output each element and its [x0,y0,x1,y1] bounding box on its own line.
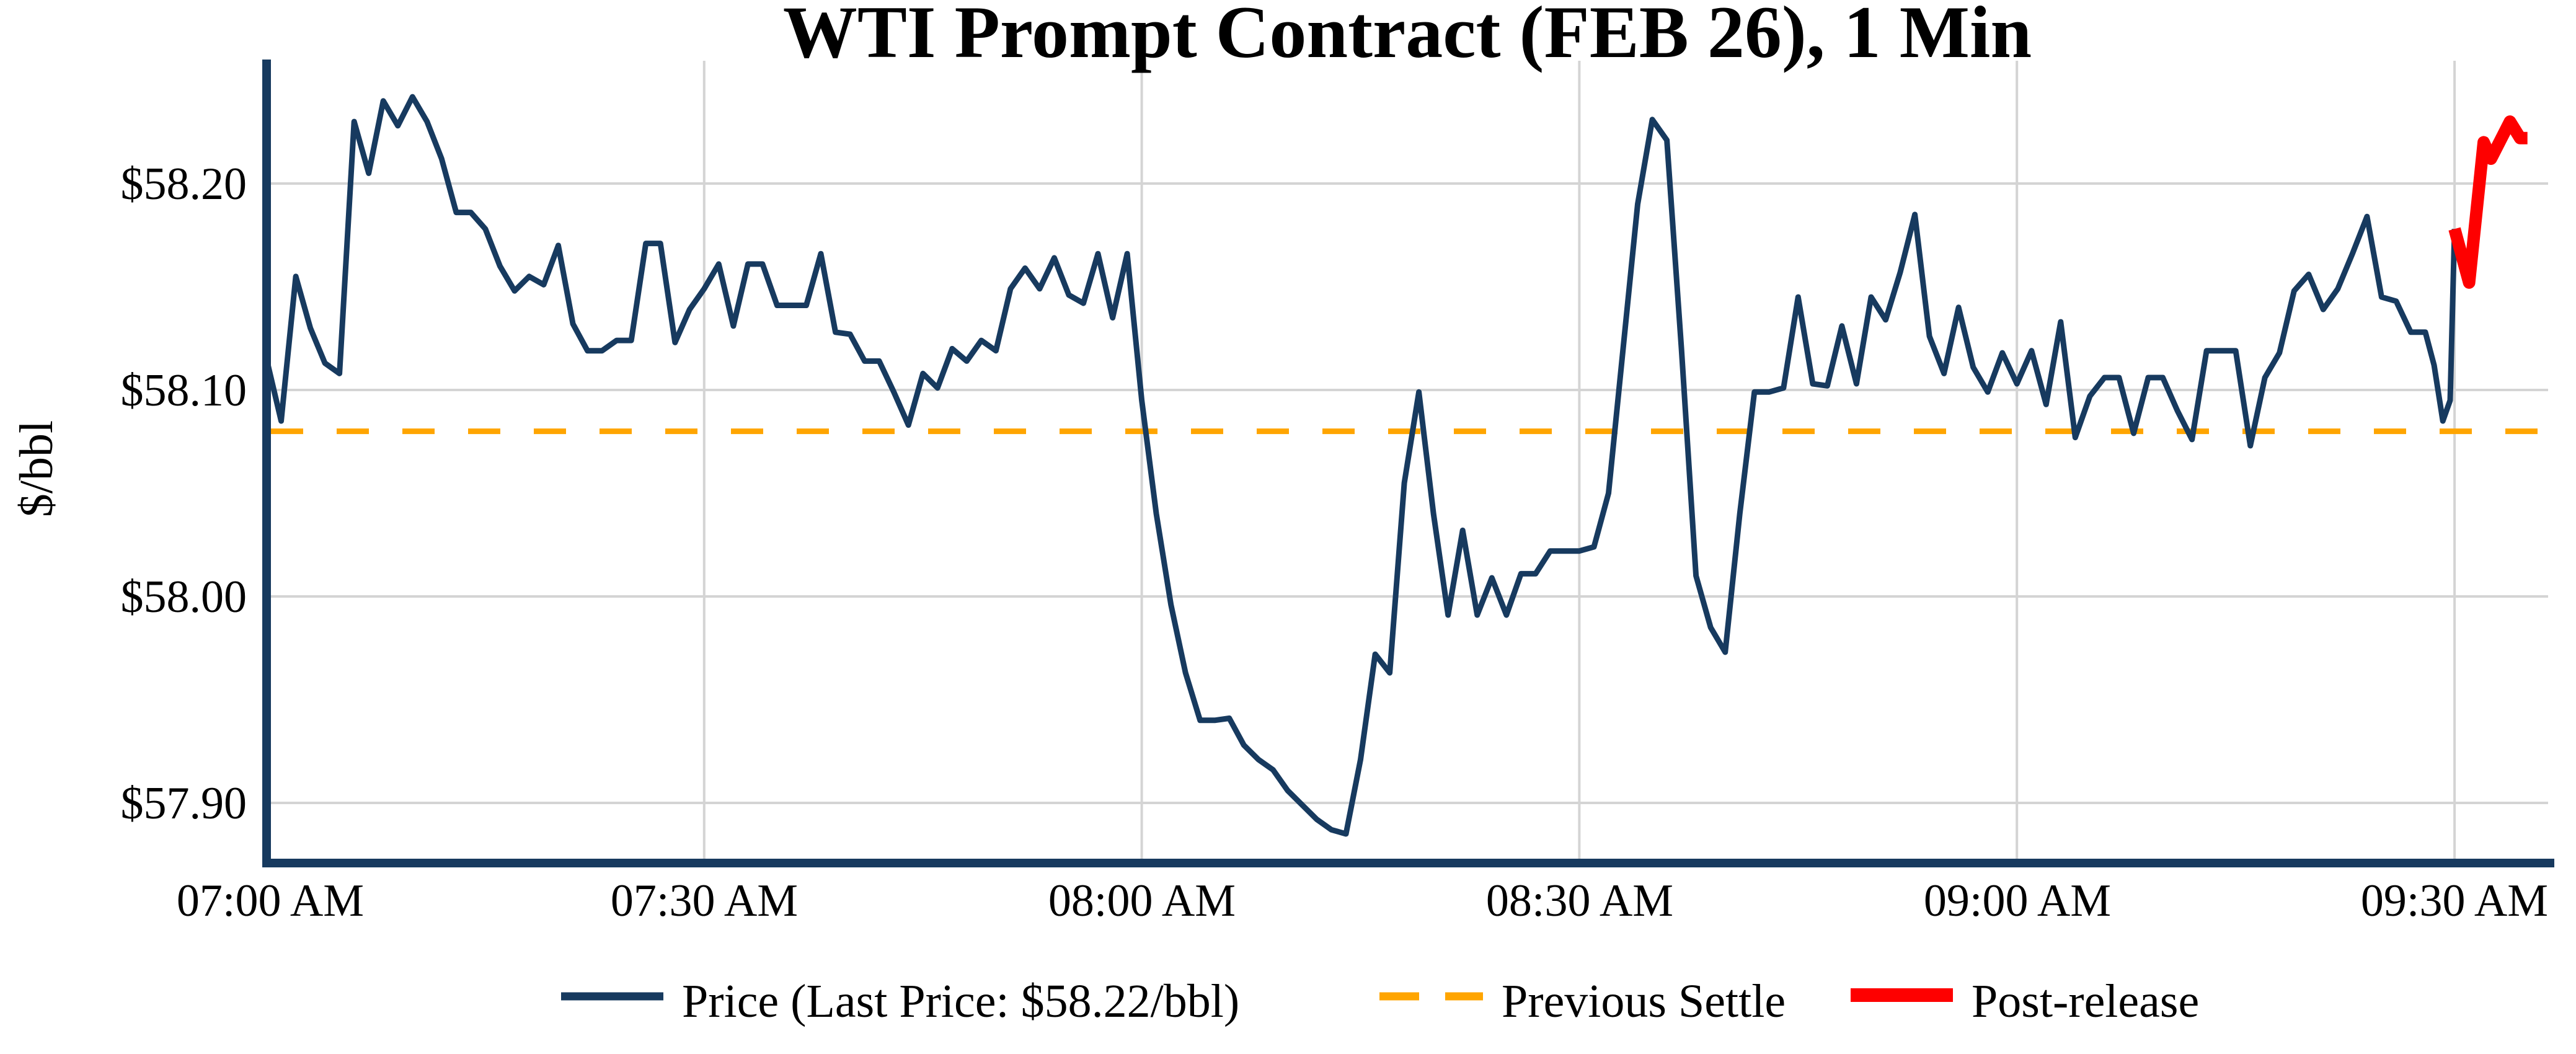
legend-post-label: Post-release [1972,975,2199,1027]
chart-title: WTI Prompt Contract (FEB 26), 1 Min [783,0,2032,73]
x-tick-0900: 09:00 AM [1924,875,2111,926]
y-axis-spine [262,60,271,867]
x-tick-0800: 08:00 AM [1048,875,1236,926]
post_release-line [2448,115,2528,289]
x-tick-0730: 07:30 AM [611,875,798,926]
x-tick-0830: 08:30 AM [1486,875,1673,926]
x-axis-spine [262,859,2554,867]
x-tick-0930: 09:30 AM [2361,875,2548,926]
y-axis-label: $/bbl [11,420,63,517]
y-tick-57.90: $57.90 [121,778,247,829]
series-lines [263,94,2559,837]
y-tick-58.00: $58.00 [121,572,247,622]
x-tick-0700: 07:00 AM [177,875,364,926]
price-line [263,94,2458,837]
legend: Price (Last Price: $58.22/bbl) Previous … [561,975,2199,1027]
y-tick-58.20: $58.20 [121,159,247,210]
y-tick-58.10: $58.10 [121,365,247,416]
legend-price-label: Price (Last Price: $58.22/bbl) [682,975,1239,1027]
legend-settle-label: Previous Settle [1502,975,1786,1027]
